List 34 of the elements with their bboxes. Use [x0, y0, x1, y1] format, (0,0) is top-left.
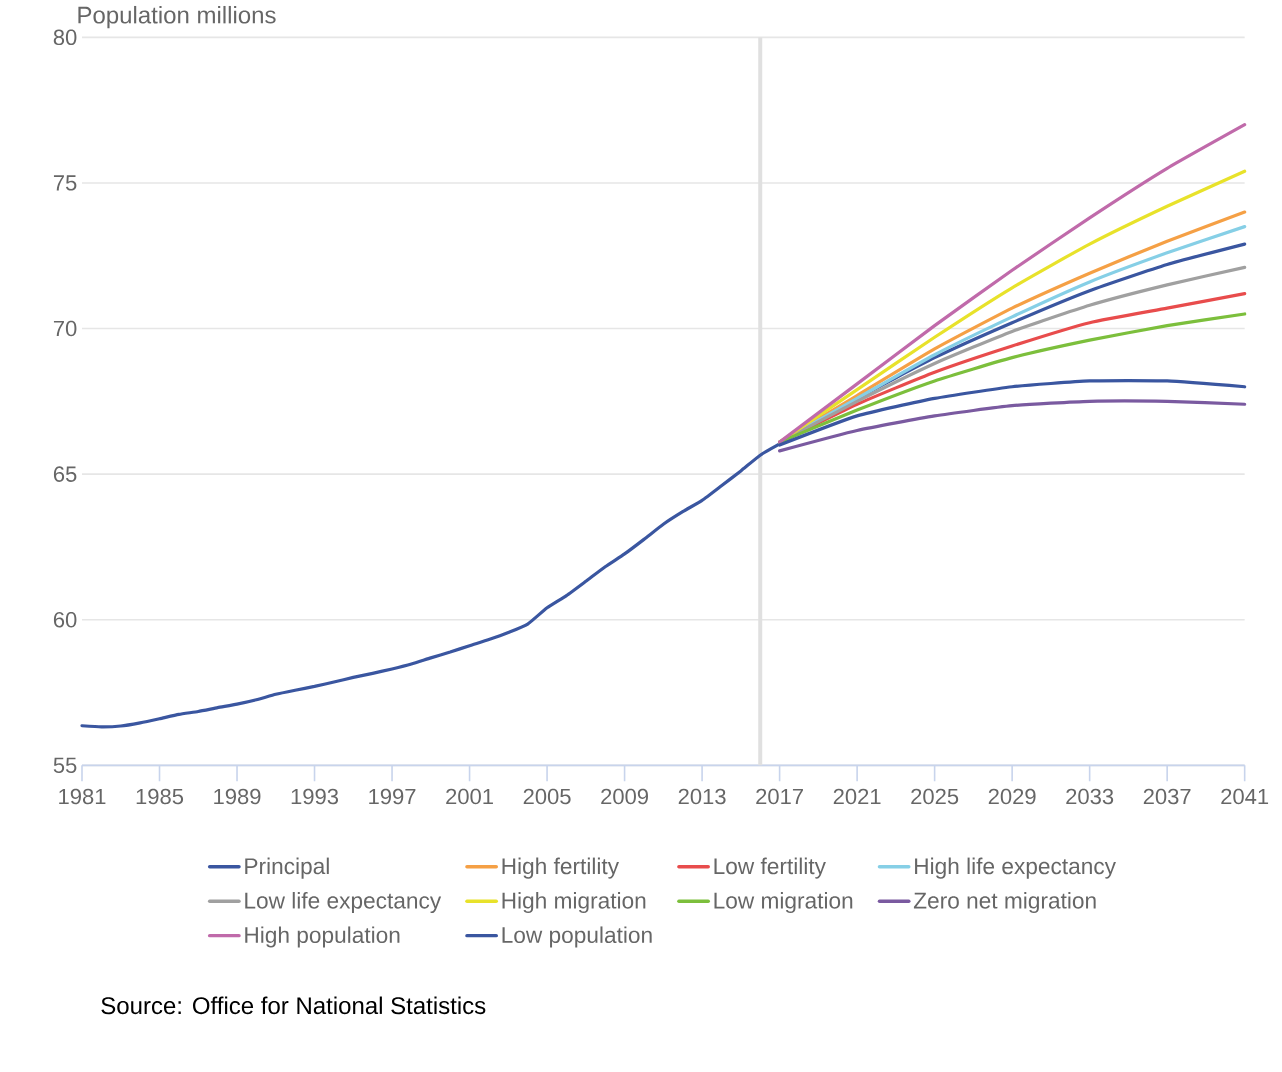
x-tick-label: 2041: [1221, 788, 1269, 805]
legend-label: Low population: [502, 926, 652, 948]
x-tick-label: 2013: [678, 788, 726, 805]
x-tick-label: 1997: [369, 788, 416, 805]
y-tick-label: 60: [53, 611, 77, 628]
x-tick-label: 1981: [59, 788, 106, 805]
source-note: Source: Office for National Statistics: [101, 996, 486, 1015]
legend-label: High life expectancy: [915, 857, 1116, 879]
x-tick-label: 2029: [988, 788, 1036, 805]
y-axis-title: Population millions: [78, 5, 276, 29]
legend-label: High population: [245, 926, 400, 948]
x-tick-label: 2021: [833, 788, 881, 805]
x-tick-label: 2009: [601, 788, 648, 805]
x-tick-label: 2037: [1143, 788, 1191, 805]
x-tick-label: 1993: [291, 788, 339, 805]
legend-label: Low migration: [714, 892, 853, 914]
y-tick-label: 75: [53, 175, 77, 191]
y-tick-label: 80: [53, 29, 77, 46]
x-tick-label: 1989: [214, 788, 261, 805]
legend-label: Principal: [245, 857, 329, 879]
x-tick-label: 2025: [911, 788, 959, 805]
x-tick-label: 2033: [1066, 788, 1114, 805]
legend-label: Low fertility: [714, 857, 826, 879]
x-tick-label: 2005: [523, 788, 571, 805]
x-tick-label: 2017: [756, 788, 803, 805]
y-tick-label: 65: [53, 466, 77, 482]
x-tick-label: 1985: [136, 788, 184, 805]
x-tick-label: 2001: [446, 788, 493, 805]
legend-label: Low life expectancy: [245, 892, 442, 914]
legend-label: High migration: [502, 892, 646, 914]
legend-label: Zero net migration: [913, 892, 1096, 914]
legend-label: High fertility: [502, 857, 620, 879]
y-tick-label: 55: [53, 757, 77, 773]
y-tick-label: 70: [53, 320, 77, 337]
